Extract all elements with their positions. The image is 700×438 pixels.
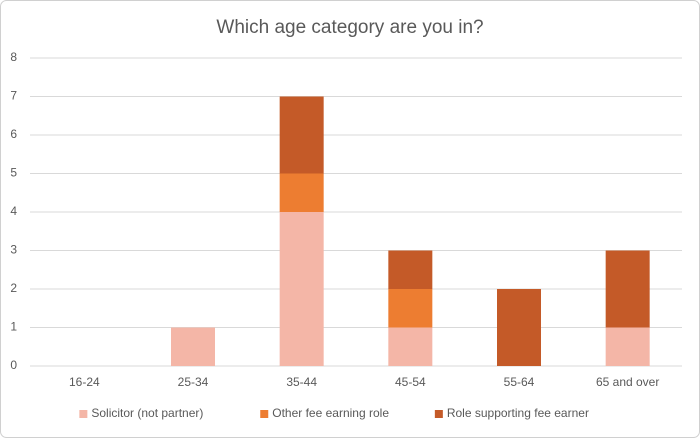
y-tick-label: 3 [10,243,17,257]
y-tick-label: 4 [10,204,17,218]
legend-swatch [434,410,443,418]
legend-swatch [260,410,269,418]
x-tick-label: 25-34 [178,375,209,389]
bar [388,327,433,366]
y-tick-label: 6 [10,127,17,141]
x-tick-label: 65 and over [596,375,659,389]
y-tick-label: 1 [10,320,17,334]
bar [279,96,324,174]
bar [171,327,215,366]
bar [279,212,324,366]
legend-label: Solicitor (not partner) [91,406,203,420]
y-tick-label: 2 [10,281,17,295]
y-tick-label: 5 [10,166,17,180]
legend-label: Other fee earning role [272,406,389,420]
bar [388,289,433,328]
bar [605,327,650,366]
y-tick-label: 0 [10,358,17,372]
bar [388,250,433,289]
legend-label: Role supporting fee earner [447,406,589,420]
x-tick-label: 55-64 [504,375,535,389]
bar [497,289,541,366]
x-tick-label: 45-54 [395,375,426,389]
bar [279,173,324,212]
y-tick-label: 7 [10,89,17,103]
y-tick-label: 8 [10,50,17,64]
legend-swatch [79,410,88,418]
x-tick-label: 35-44 [286,375,317,389]
chart-title: Which age category are you in? [216,17,483,38]
x-tick-label: 16-24 [69,375,100,389]
bar [605,250,650,328]
